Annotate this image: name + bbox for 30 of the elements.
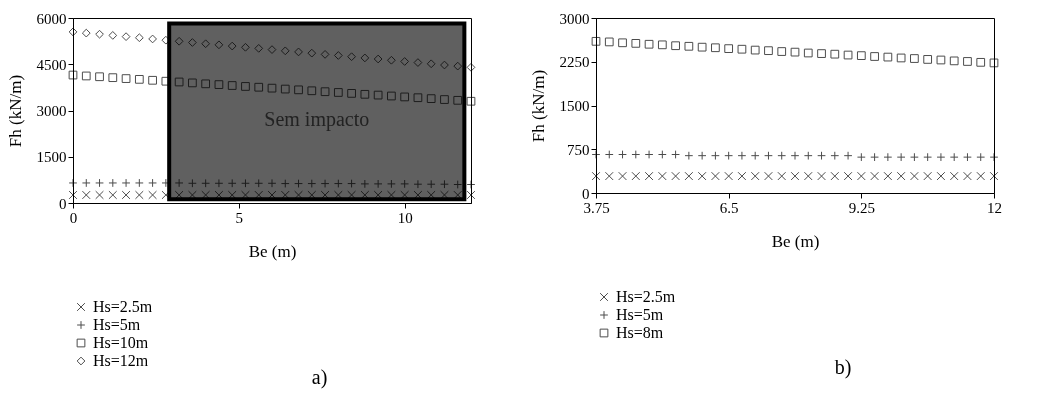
y-tick-label: 750 (567, 141, 590, 158)
y-tick-label: 2250 (559, 54, 590, 71)
x-tick-label: 5 (235, 209, 244, 226)
legend-label: Hs=2.5m (616, 288, 676, 305)
legend-label: Hs=2.5m (93, 298, 153, 315)
x-tick-label: 0 (69, 209, 78, 226)
band-label: Sem impacto (264, 107, 370, 131)
text: a) (311, 366, 328, 389)
legend-label: Hs=8m (616, 324, 664, 341)
y-tick-label: 6000 (36, 10, 67, 27)
x-tick-label: 9.25 (848, 199, 875, 216)
x-tick-label: 6.5 (719, 199, 739, 216)
y-tick-label: 0 (582, 185, 590, 202)
y-tick-label: 4500 (36, 56, 67, 73)
y-axis-title: Fh (kN/m) (5, 74, 25, 148)
x-tick-label: 3.75 (583, 199, 610, 216)
text: b) (834, 356, 852, 379)
legend-label: Hs=5m (93, 316, 141, 333)
x-tick-label: 12 (987, 199, 1002, 216)
y-tick-label: 1500 (559, 98, 590, 114)
y-tick-label: 3000 (36, 103, 67, 119)
x-axis-title: Be (m) (248, 241, 297, 261)
y-axis-title: Fh (kN/m) (528, 69, 548, 143)
legend-label: Hs=12m (93, 352, 149, 369)
y-tick-label: 1500 (36, 149, 67, 166)
legend-label: Hs=10m (93, 334, 149, 351)
x-axis-title: Be (m) (771, 231, 820, 251)
x-tick-label: 10 (397, 209, 413, 226)
y-tick-label: 3000 (559, 10, 590, 27)
legend-label: Hs=5m (616, 306, 664, 323)
